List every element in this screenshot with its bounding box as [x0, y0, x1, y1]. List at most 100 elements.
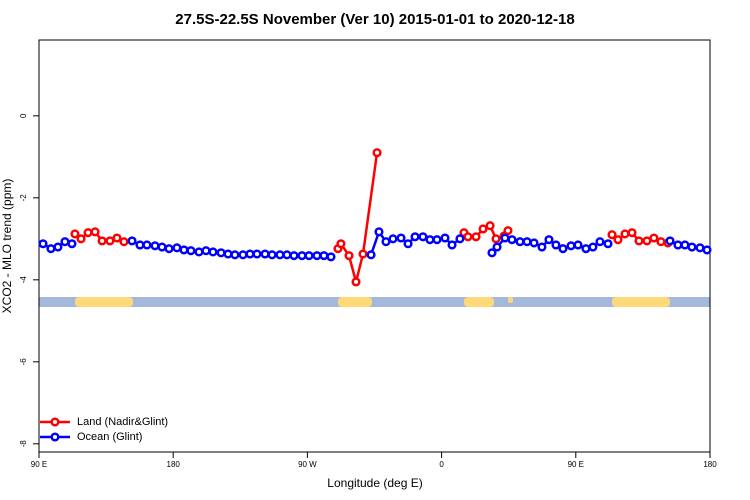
- data-point: [529, 238, 539, 248]
- data-point: [172, 243, 182, 253]
- data-point: [358, 249, 368, 259]
- data-point: [289, 251, 299, 261]
- legend-marker: [50, 432, 60, 442]
- data-point: [70, 229, 80, 239]
- land-band: [464, 297, 494, 307]
- series-line: [74, 152, 669, 287]
- data-point: [267, 250, 277, 260]
- data-point: [642, 236, 652, 246]
- data-point: [216, 248, 226, 258]
- x-tick-label: 90 E: [31, 460, 47, 469]
- data-point: [252, 249, 262, 259]
- data-point: [90, 227, 100, 237]
- data-point: [119, 237, 129, 247]
- legend-marker: [50, 417, 60, 427]
- data-point: [76, 234, 86, 244]
- chart-title: 27.5S-22.5S November (Ver 10) 2015-01-01…: [175, 11, 574, 28]
- y-tick-label: 0: [19, 113, 28, 118]
- data-point: [613, 235, 623, 245]
- data-point: [275, 250, 285, 260]
- data-point: [687, 242, 697, 252]
- data-point: [366, 250, 376, 260]
- land-band: [612, 297, 670, 307]
- data-point: [649, 233, 659, 243]
- data-point: [112, 233, 122, 243]
- data-point: [558, 244, 568, 254]
- data-point: [326, 252, 336, 262]
- data-point: [336, 239, 346, 249]
- data-point: [595, 237, 605, 247]
- data-point: [485, 221, 495, 231]
- x-axis-label: Longitude (deg E): [327, 476, 422, 490]
- land-mask-band: [39, 297, 710, 307]
- data-point: [223, 249, 233, 259]
- x-tick-label: 180: [167, 460, 181, 469]
- data-point: [665, 236, 675, 246]
- data-point: [304, 251, 314, 261]
- data-point: [588, 242, 598, 252]
- land-band: [508, 297, 513, 303]
- data-point: [372, 148, 382, 158]
- y-tick-label: -4: [19, 276, 28, 284]
- data-point: [425, 235, 435, 245]
- data-point: [487, 248, 497, 258]
- y-axis-label: XCO2 - MLO trend (ppm): [0, 179, 14, 314]
- plot-frame: [38, 39, 711, 453]
- data-point: [142, 240, 152, 250]
- data-point: [396, 233, 406, 243]
- data-point: [455, 234, 465, 244]
- data-point: [503, 226, 513, 236]
- data-point: [471, 232, 481, 242]
- data-point: [702, 245, 712, 255]
- data-point: [105, 236, 115, 246]
- data-point: [463, 232, 473, 242]
- legend-label: Ocean (Glint): [77, 431, 142, 443]
- ocean-band: [39, 297, 710, 307]
- x-tick-label: 0: [439, 460, 444, 469]
- data-point: [695, 243, 705, 253]
- y-tick-label: -2: [19, 194, 28, 202]
- x-tick-label: 90 W: [298, 460, 317, 469]
- data-point: [53, 242, 63, 252]
- data-point: [573, 240, 583, 250]
- data-point: [135, 240, 145, 250]
- data-point: [179, 245, 189, 255]
- data-point: [297, 251, 307, 261]
- data-point: [492, 242, 502, 252]
- data-point: [544, 235, 554, 245]
- data-point: [620, 229, 630, 239]
- data-point: [491, 234, 501, 244]
- x-tick-label: 180: [703, 460, 717, 469]
- data-point: [312, 251, 322, 261]
- data-point: [500, 233, 510, 243]
- data-point: [673, 240, 683, 250]
- data-point: [245, 249, 255, 259]
- land-band: [75, 297, 133, 307]
- data-point: [238, 250, 248, 260]
- data-point: [566, 241, 576, 251]
- data-point: [67, 239, 77, 249]
- data-point: [607, 230, 617, 240]
- data-point: [194, 247, 204, 257]
- data-point: [522, 237, 532, 247]
- data-point: [603, 239, 613, 249]
- data-point: [60, 237, 70, 247]
- data-point: [627, 228, 637, 238]
- data-point: [208, 247, 218, 257]
- data-point: [447, 240, 457, 250]
- data-point: [374, 227, 384, 237]
- y-tick-label: -8: [19, 440, 28, 448]
- data-point: [319, 251, 329, 261]
- data-point: [127, 236, 137, 246]
- land-band: [338, 297, 372, 307]
- data-point: [507, 235, 517, 245]
- data-point: [230, 250, 240, 260]
- data-point: [403, 239, 413, 249]
- data-point: [381, 237, 391, 247]
- data-point: [201, 246, 211, 256]
- data-point: [656, 237, 666, 247]
- data-point: [150, 241, 160, 251]
- data-point: [157, 242, 167, 252]
- data-point: [581, 244, 591, 254]
- data-point: [83, 228, 93, 238]
